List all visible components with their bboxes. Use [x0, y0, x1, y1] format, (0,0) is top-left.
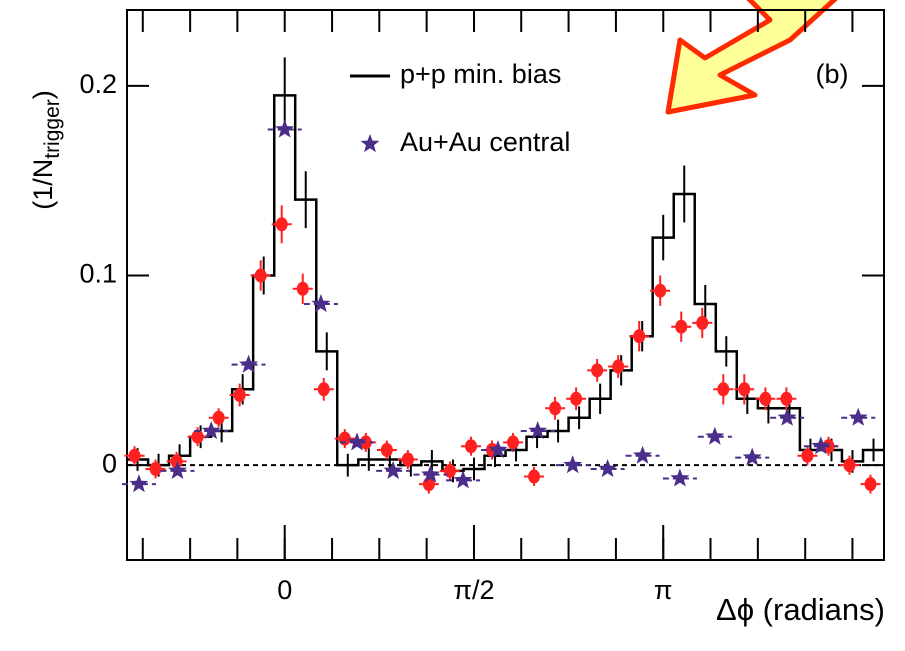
- data-point: [170, 454, 183, 469]
- data-point: [149, 461, 162, 476]
- y-tick-label: 0.1: [79, 259, 117, 289]
- data-point: [421, 464, 440, 483]
- data-point: [443, 463, 456, 478]
- legend-label: p+p min. bias: [400, 59, 561, 89]
- data-point: [742, 447, 762, 466]
- data-point: [239, 354, 259, 373]
- data-point: [401, 452, 414, 467]
- data-point: [864, 477, 877, 492]
- data-point: [549, 401, 562, 416]
- legend-label: Au+Au central: [400, 127, 570, 157]
- data-point: [233, 388, 246, 402]
- data-point: [201, 421, 221, 440]
- y-axis-label: (1/Ntrigger): [28, 90, 63, 210]
- data-point: [275, 119, 295, 138]
- y-label-end: ): [28, 90, 58, 99]
- data-point: [801, 448, 814, 463]
- data-point: [383, 460, 403, 479]
- y-tick-label: 0: [102, 448, 117, 478]
- data-point: [464, 439, 477, 454]
- legend-swatch: [360, 134, 380, 153]
- data-point: [848, 407, 868, 426]
- data-point: [633, 445, 653, 464]
- data-point: [759, 391, 772, 406]
- data-point: [128, 448, 141, 463]
- data-point: [598, 459, 618, 478]
- x-tick-label: 0: [277, 575, 292, 605]
- data-point: [254, 268, 267, 283]
- data-point: [675, 319, 688, 334]
- data-point: [570, 391, 583, 406]
- x-axis-label: Δϕ (radians): [716, 592, 885, 627]
- data-point: [507, 435, 520, 450]
- x-tick-label: π/2: [453, 575, 494, 605]
- data-point: [780, 391, 793, 406]
- y-label-sub: trigger: [41, 99, 64, 159]
- data-point: [317, 382, 330, 397]
- data-point: [191, 429, 204, 444]
- data-point: [670, 468, 690, 487]
- histogram-step: [127, 94, 884, 473]
- data-point: [488, 440, 508, 459]
- data-point: [633, 329, 646, 344]
- data-point: [311, 294, 331, 313]
- data-point: [612, 359, 625, 374]
- data-point: [129, 474, 149, 493]
- y-label-main: (1/N: [28, 159, 58, 210]
- data-point: [275, 217, 288, 232]
- data-point: [843, 458, 856, 473]
- data-point: [453, 470, 473, 489]
- data-point: [296, 281, 309, 296]
- data-point: [347, 432, 367, 451]
- y-tick-label: 0.2: [79, 69, 117, 99]
- data-point: [696, 315, 709, 330]
- annotation: (b): [816, 59, 849, 89]
- data-point: [168, 460, 187, 479]
- data-point: [777, 407, 797, 426]
- data-point: [717, 382, 730, 397]
- data-point: [528, 469, 541, 484]
- x-tick-label: π: [654, 575, 673, 605]
- data-point: [738, 382, 751, 397]
- data-point: [528, 421, 548, 440]
- data-point: [380, 443, 393, 457]
- data-point: [563, 455, 583, 474]
- data-point: [654, 283, 667, 298]
- plot-frame: [126, 9, 885, 561]
- data-point: [705, 426, 725, 445]
- data-point: [338, 431, 351, 446]
- data-point: [811, 436, 831, 455]
- data-point: [591, 363, 604, 378]
- data-point: [212, 410, 225, 425]
